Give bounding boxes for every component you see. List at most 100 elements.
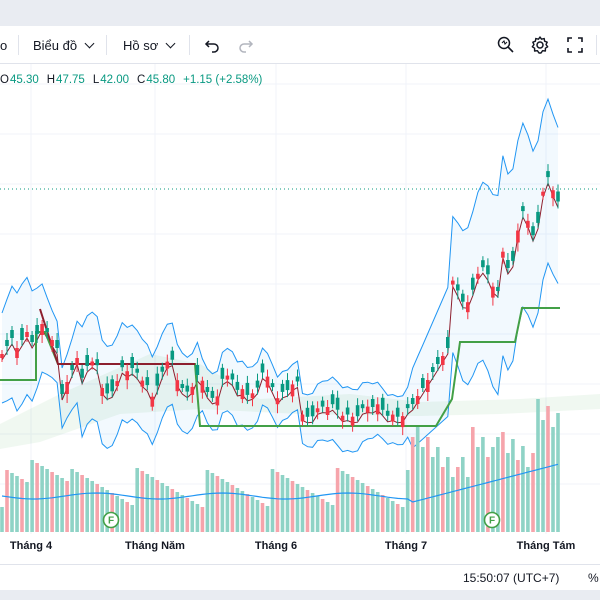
candle-body bbox=[15, 348, 19, 358]
interval-button[interactable]: o bbox=[0, 26, 7, 64]
volume-bar bbox=[541, 420, 545, 532]
volume-bar bbox=[255, 500, 260, 532]
volume-bar bbox=[436, 447, 440, 532]
candle-body bbox=[235, 381, 240, 390]
candle-body bbox=[380, 397, 385, 410]
volume-bar bbox=[481, 437, 485, 532]
candle-body bbox=[245, 382, 250, 395]
candle-body bbox=[531, 226, 535, 236]
volume-bar bbox=[285, 478, 290, 532]
percent-toggle[interactable]: % bbox=[588, 571, 599, 585]
candle-body bbox=[260, 363, 265, 373]
candle-body bbox=[210, 390, 215, 398]
candle-body bbox=[60, 384, 64, 394]
profile-label: Hồ sơ bbox=[123, 37, 159, 53]
volume-bar bbox=[170, 489, 175, 532]
volume-bar bbox=[130, 505, 134, 532]
volume-bar bbox=[55, 475, 59, 532]
clock-time[interactable]: 15:50:07 (UTC+7) bbox=[463, 571, 560, 585]
candle-body bbox=[115, 381, 119, 387]
volume-bar bbox=[340, 471, 345, 532]
candle-body bbox=[220, 367, 225, 379]
candle-body bbox=[140, 380, 145, 387]
candle-body bbox=[431, 367, 435, 372]
candle-body bbox=[436, 357, 440, 364]
candle-body bbox=[230, 373, 235, 380]
x-tick-label: Tháng Năm bbox=[125, 540, 185, 552]
status-bar: 15:50:07 (UTC+7) % bbox=[0, 564, 600, 590]
candle-body bbox=[65, 382, 69, 394]
candle-body bbox=[441, 356, 445, 365]
volume-bar bbox=[250, 497, 255, 532]
candle-body bbox=[385, 410, 390, 416]
candle-body bbox=[345, 407, 350, 415]
redo-button[interactable] bbox=[231, 26, 261, 64]
volume-bar bbox=[415, 427, 420, 532]
volume-bar bbox=[426, 437, 430, 532]
candle-body bbox=[446, 337, 450, 348]
candle-body bbox=[225, 375, 230, 380]
toolbar-divider bbox=[18, 35, 19, 55]
volume-bar bbox=[165, 486, 170, 532]
legend-change: +1.15 (+2.58%) bbox=[183, 74, 263, 86]
candle-body bbox=[501, 251, 505, 258]
candle-body bbox=[315, 408, 320, 413]
volume-bar bbox=[410, 437, 415, 532]
candle-body bbox=[491, 286, 495, 298]
event-marker bbox=[483, 511, 501, 529]
candle-body bbox=[546, 171, 550, 178]
volume-bar bbox=[421, 447, 425, 532]
quick-search-button[interactable] bbox=[491, 26, 521, 64]
volume-bar bbox=[230, 485, 235, 532]
volume-bar bbox=[45, 469, 49, 532]
candle-body bbox=[275, 398, 280, 405]
candle-body bbox=[290, 384, 295, 397]
chart-type-button[interactable]: Biểu đồ bbox=[33, 26, 95, 64]
candle-body bbox=[280, 383, 285, 392]
volume-bar bbox=[496, 437, 500, 532]
volume-bar bbox=[370, 489, 375, 532]
undo-button[interactable] bbox=[197, 26, 227, 64]
volume-bar bbox=[355, 480, 360, 532]
volume-bar bbox=[280, 475, 285, 532]
volume-bar bbox=[195, 504, 200, 532]
profile-button[interactable]: Hồ sơ bbox=[123, 26, 176, 64]
candle-body bbox=[390, 414, 395, 422]
candle-body bbox=[471, 277, 475, 290]
candle-body bbox=[150, 396, 155, 407]
volume-bar bbox=[10, 473, 14, 532]
volume-bar bbox=[75, 472, 79, 532]
candle-body bbox=[75, 358, 79, 365]
volume-bar bbox=[375, 492, 380, 532]
volume-bar bbox=[30, 460, 34, 532]
volume-bar bbox=[390, 501, 395, 532]
volume-bar bbox=[516, 460, 520, 532]
volume-bar bbox=[160, 483, 165, 532]
volume-bar bbox=[380, 495, 385, 532]
fullscreen-icon bbox=[567, 37, 583, 53]
candle-body bbox=[486, 265, 490, 275]
candle-body bbox=[170, 350, 175, 360]
candle-body bbox=[556, 191, 560, 202]
candle-body bbox=[200, 380, 205, 393]
volume-bar bbox=[536, 399, 540, 532]
candle-body bbox=[90, 361, 94, 366]
fullscreen-button[interactable] bbox=[560, 26, 590, 64]
volume-bar bbox=[35, 463, 39, 532]
candle-body bbox=[300, 414, 305, 422]
redo-icon bbox=[239, 40, 254, 53]
volume-bar bbox=[265, 506, 270, 532]
settings-button[interactable] bbox=[525, 26, 555, 64]
volume-bar bbox=[441, 467, 445, 532]
candle-body bbox=[370, 399, 375, 407]
volume-bar bbox=[180, 495, 185, 532]
volume-bar bbox=[350, 477, 355, 532]
volume-bar bbox=[405, 470, 410, 532]
volume-bar bbox=[290, 481, 295, 532]
candle-body bbox=[511, 250, 515, 261]
volume-bar bbox=[140, 471, 145, 532]
volume-bar bbox=[95, 484, 99, 532]
legend-close: C45.80 bbox=[137, 74, 176, 86]
